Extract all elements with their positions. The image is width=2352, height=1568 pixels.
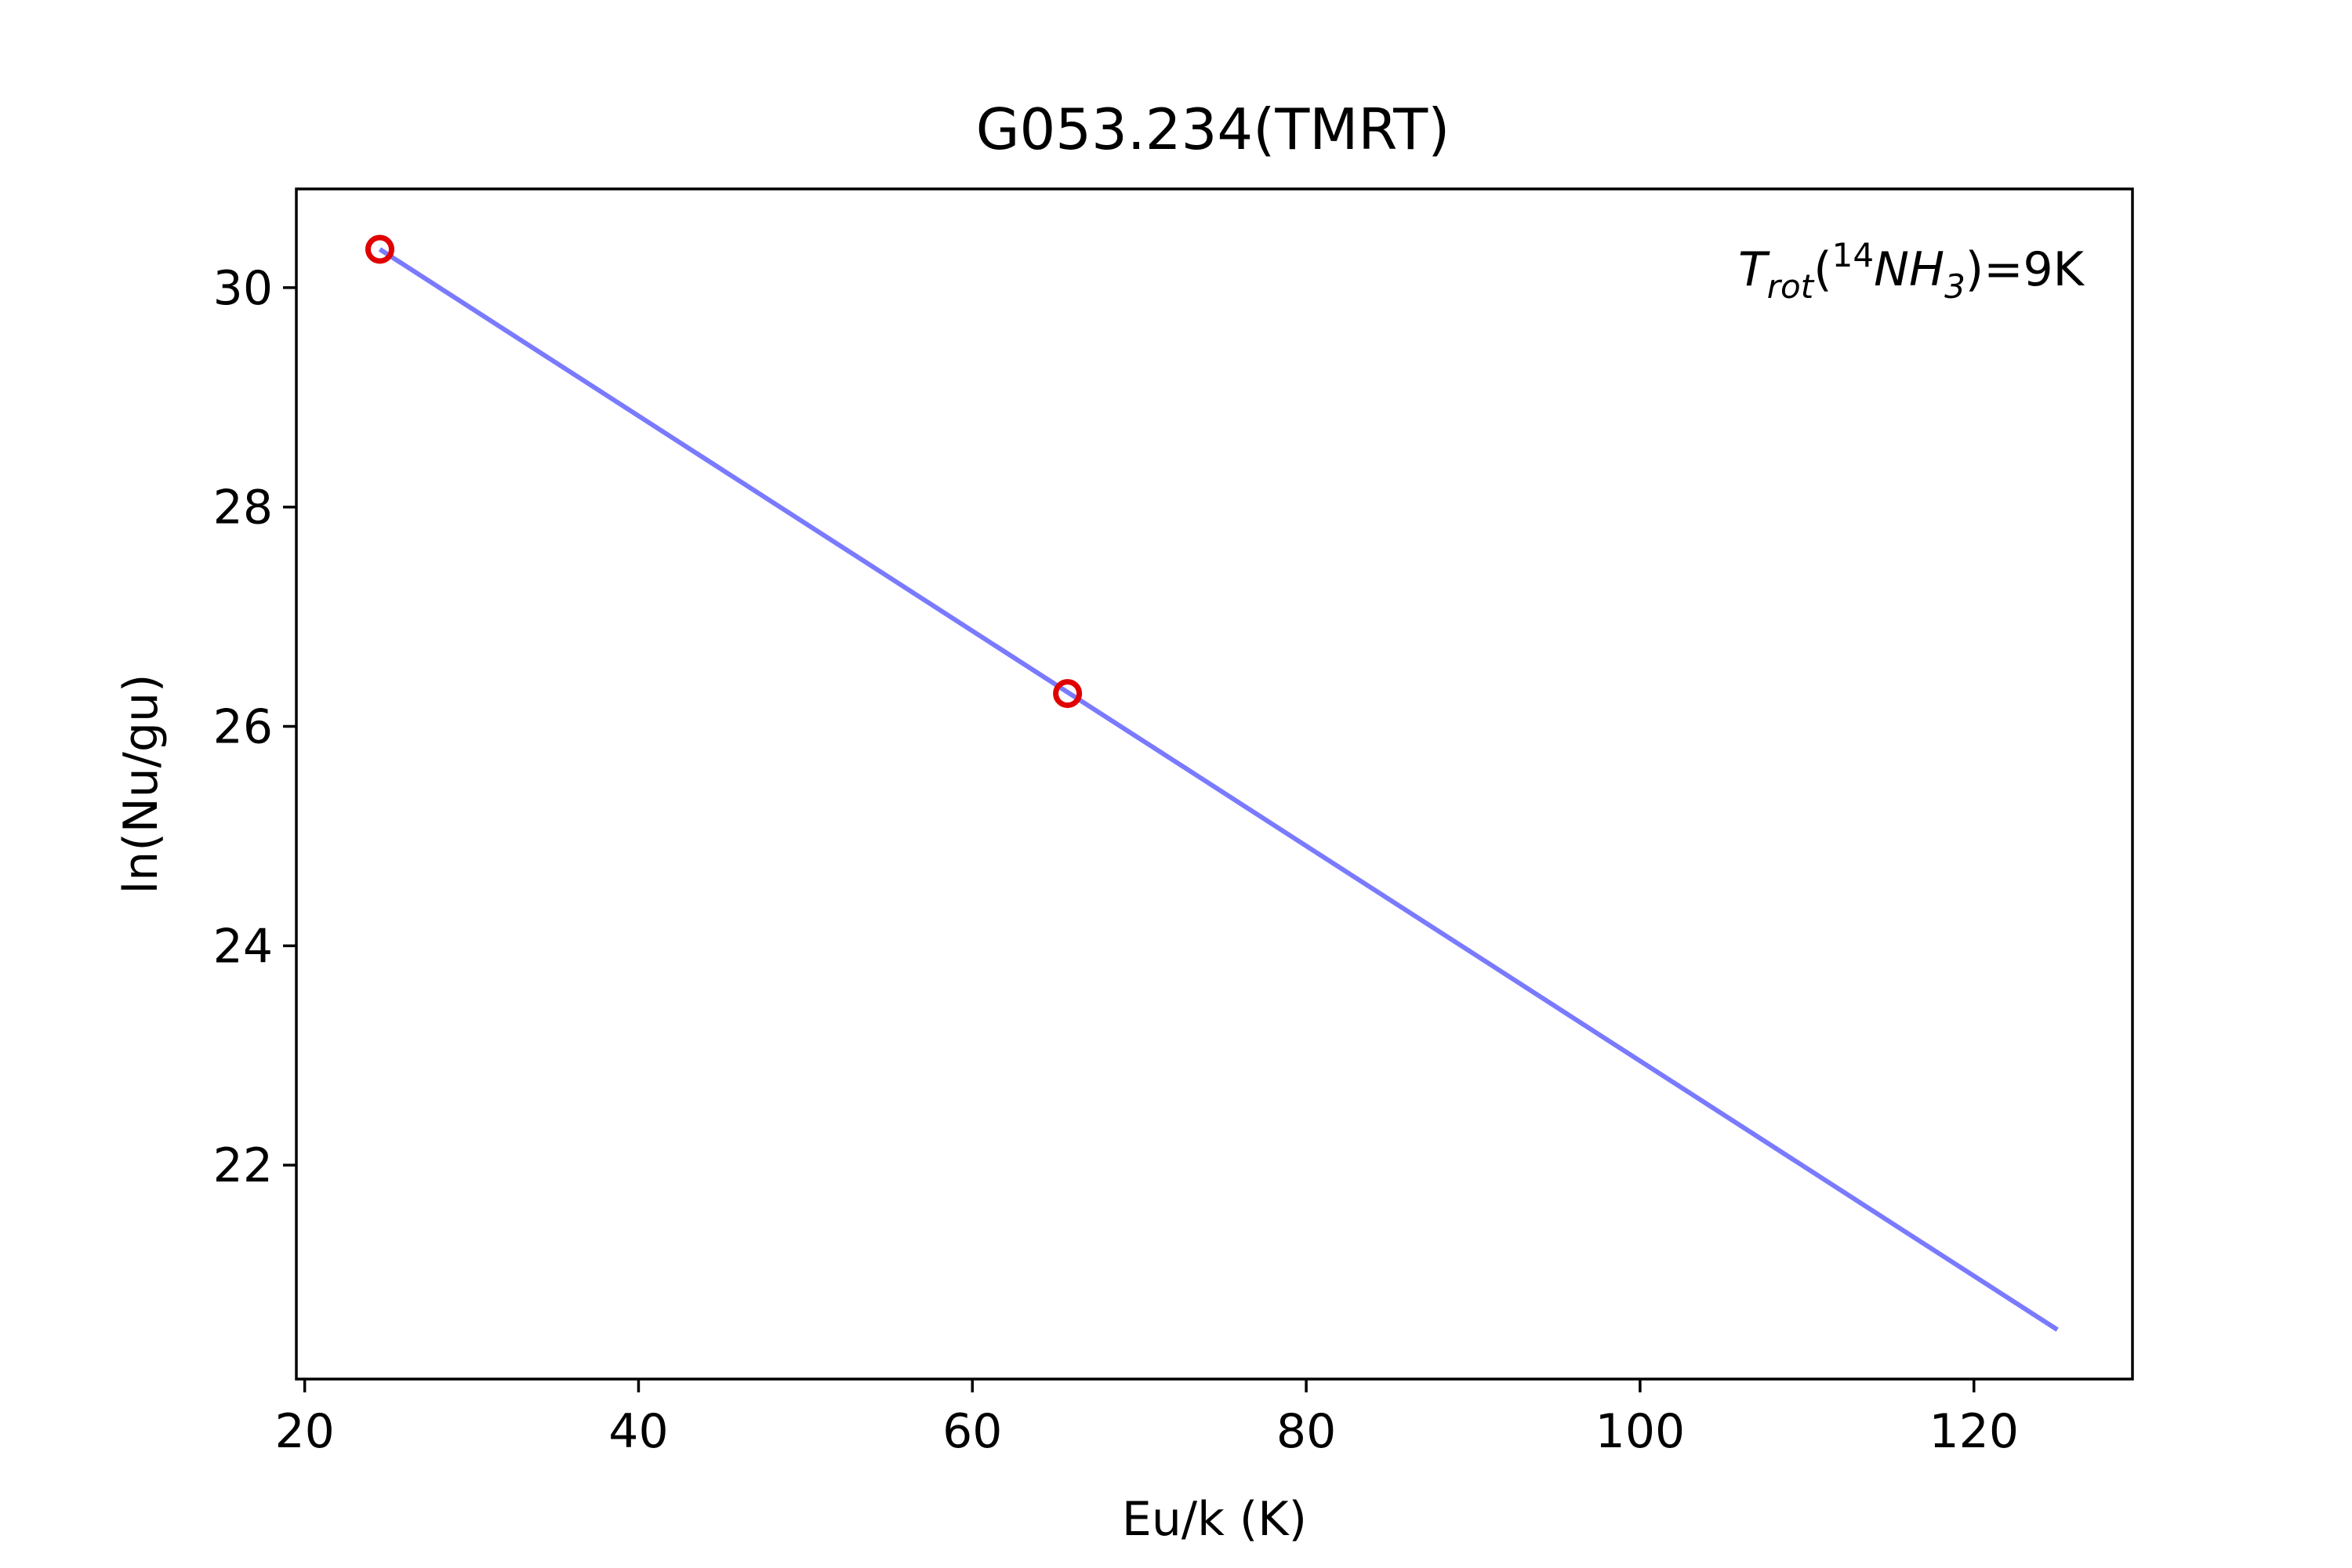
data-points-layer	[365, 234, 1083, 709]
y-tick-label: 28	[213, 481, 273, 535]
x-axis-ticks: 20 40 60 80 100 120	[274, 1379, 2019, 1459]
x-tick-label: 100	[1595, 1404, 1686, 1459]
x-axis-label: Eu/k (K)	[1122, 1492, 1307, 1547]
x-tick-label: 120	[1929, 1404, 2019, 1459]
fit-line	[378, 247, 2059, 1332]
x-tick-label: 20	[274, 1404, 334, 1459]
plot-frame	[295, 187, 2134, 1381]
chart-title: G053.234(TMRT)	[976, 96, 1450, 162]
y-axis-label: ln(Nu/gu)	[114, 674, 169, 895]
y-tick-label: 26	[213, 700, 273, 755]
y-axis-ticks: 22 24 26 28 30	[213, 261, 296, 1193]
x-tick-label: 40	[608, 1404, 668, 1459]
data-point	[365, 234, 394, 264]
data-point	[1053, 679, 1083, 709]
x-tick-label: 60	[942, 1404, 1002, 1459]
x-tick-label: 80	[1276, 1404, 1336, 1459]
y-tick-label: 22	[213, 1138, 273, 1193]
y-tick-label: 30	[213, 261, 273, 316]
rotation-temperature-annotation: Trot(14NH3)=9K	[1738, 236, 2085, 306]
fit-line-layer	[378, 247, 2059, 1332]
y-tick-label: 24	[213, 919, 273, 974]
